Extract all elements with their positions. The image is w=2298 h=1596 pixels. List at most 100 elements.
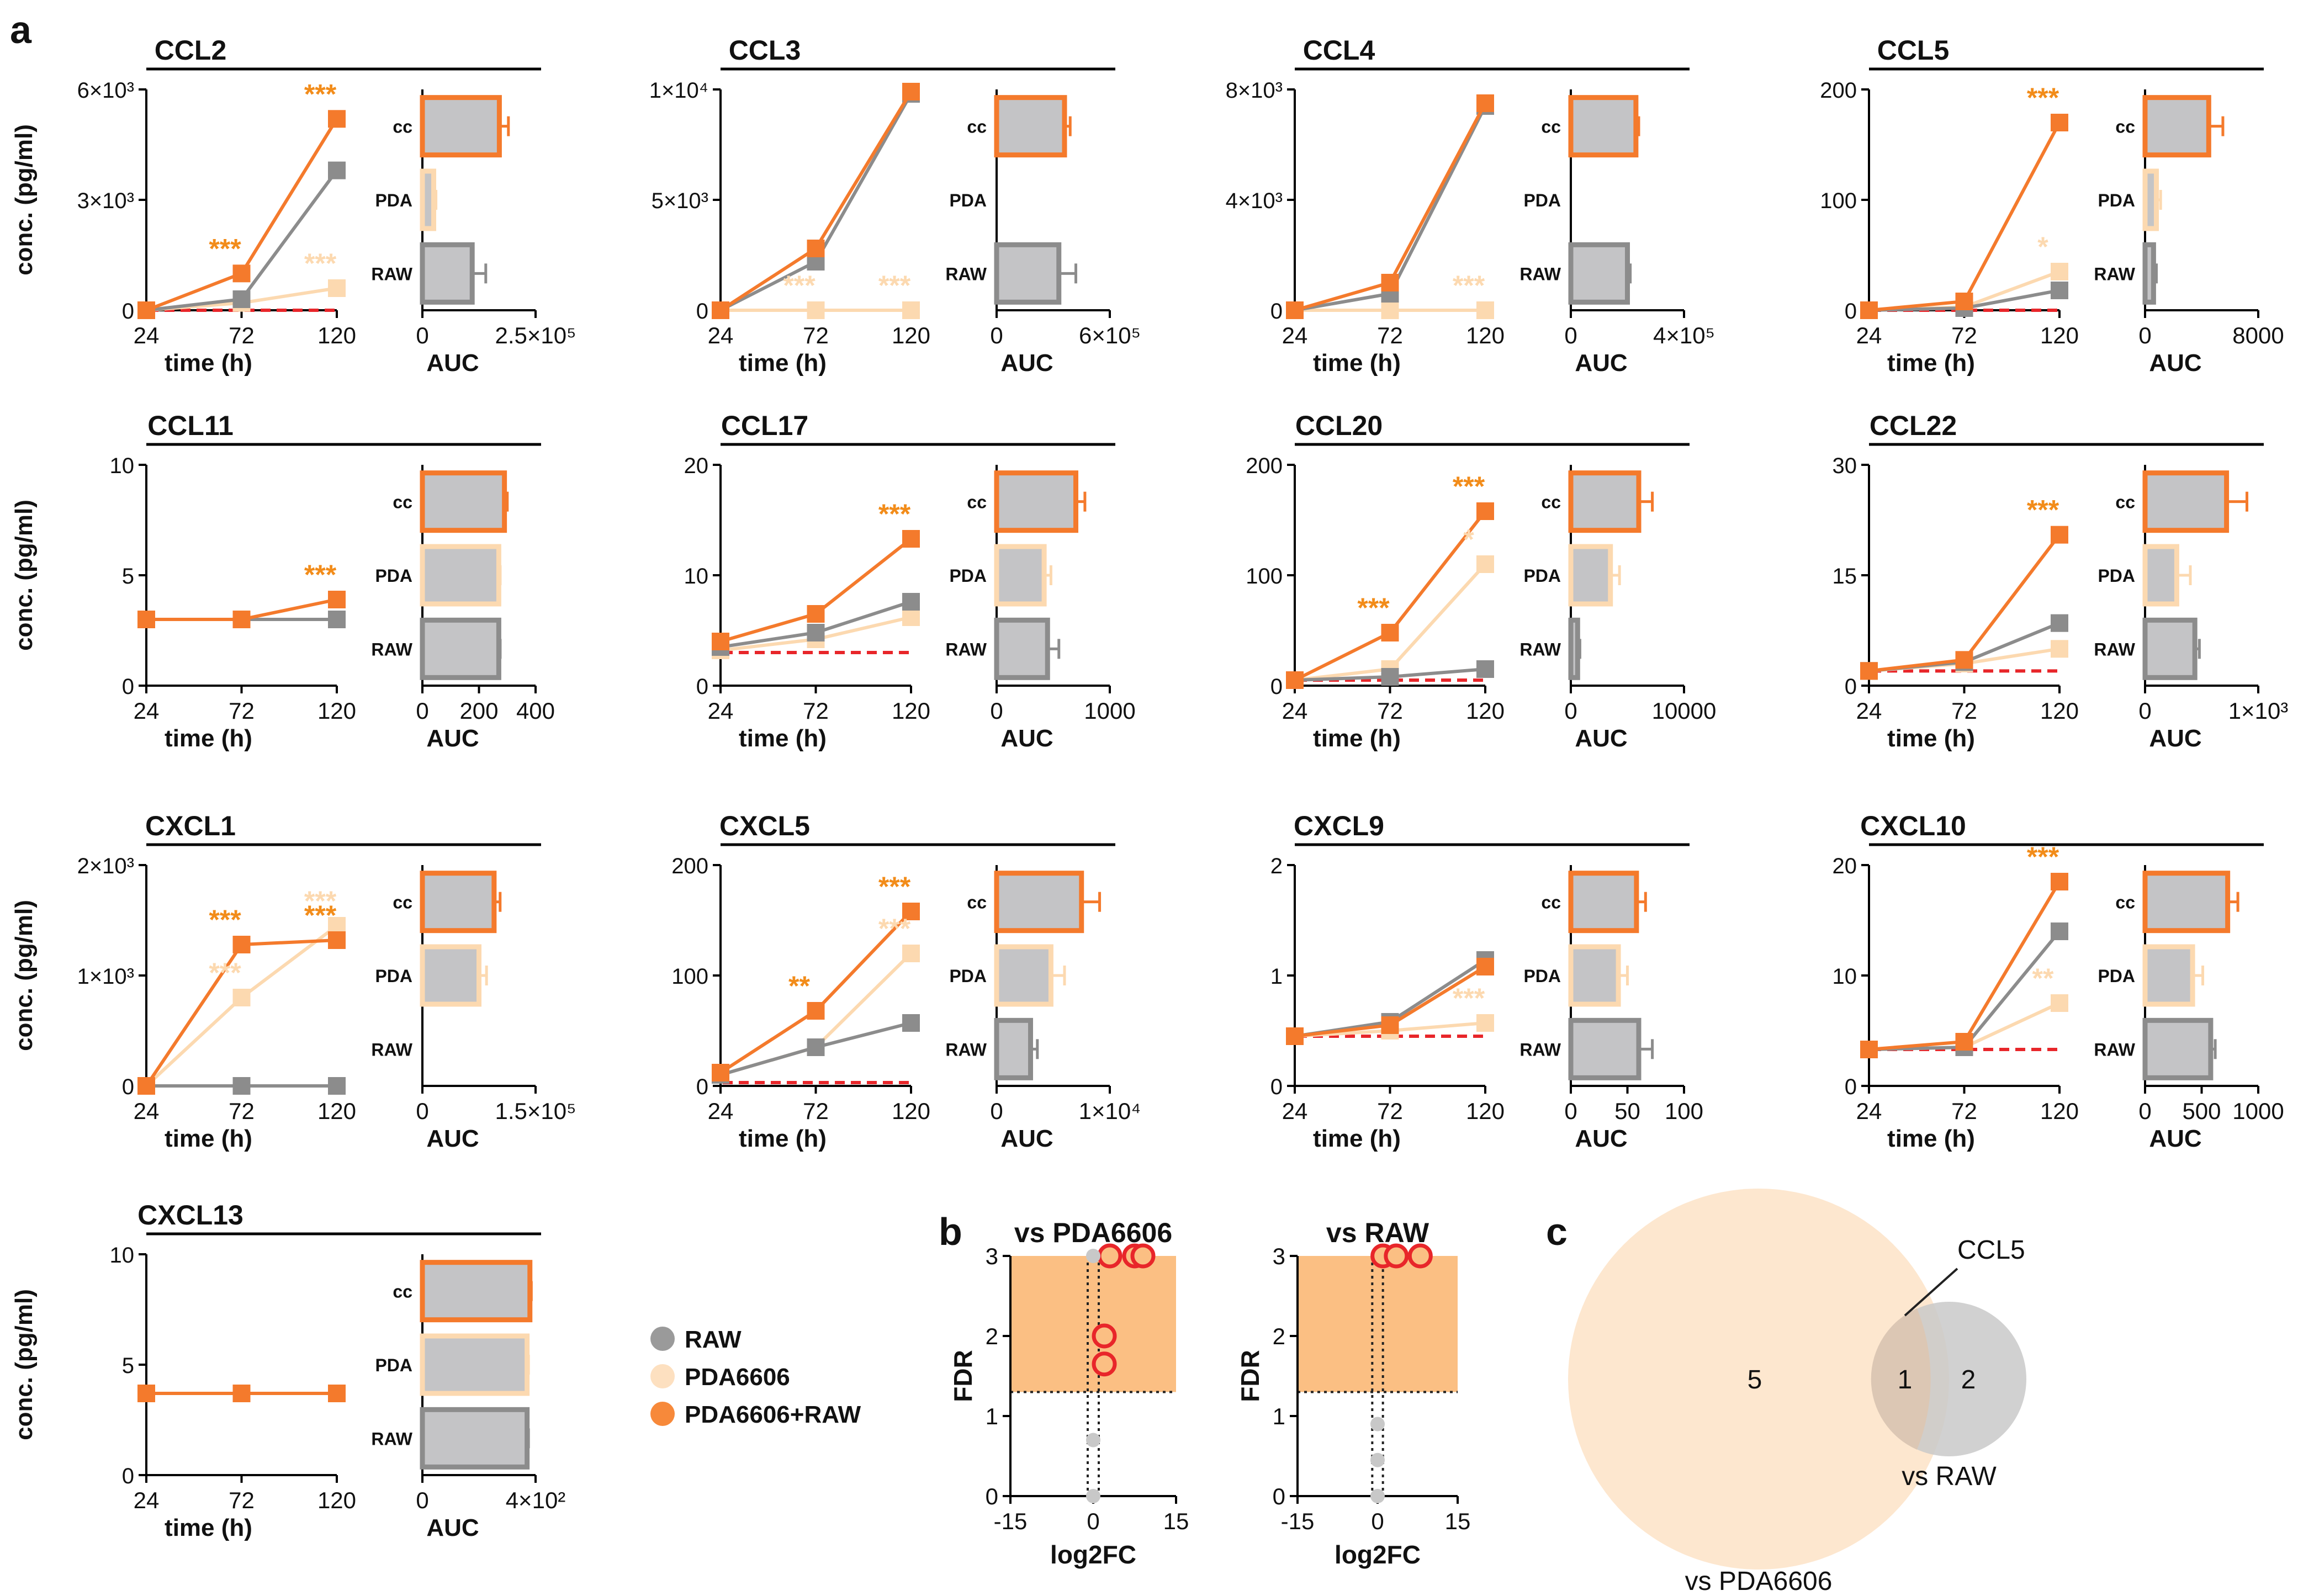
chart-cxcl9-auc-cat-label: cc	[1541, 893, 1561, 913]
chart-cxcl1-point	[328, 1077, 346, 1095]
chart-cxcl10-auc-xtick-label: 1000	[2232, 1098, 2284, 1124]
chart-cxcl1-stars-pda: ***	[209, 957, 241, 988]
chart-ccl11-auc-xtick-label: 400	[516, 698, 555, 724]
chart-ccl5-point	[2051, 263, 2068, 280]
chart-cxcl1-auc-cat-label: cc	[393, 893, 412, 913]
volcano-vs-raw-ytick-label: 2	[1273, 1323, 1285, 1349]
chart-ccl22-auc-xtick-label: 0	[2138, 698, 2151, 724]
chart-ccl22-title: CCL22	[1870, 410, 1957, 441]
chart-ccl4-point	[1476, 301, 1494, 319]
chart-ccl22-ytick-label: 30	[1833, 454, 1857, 478]
volcano-vs-pda6606-ytick-label: 2	[986, 1323, 998, 1349]
chart-cxcl5-ytick-label: 200	[671, 854, 708, 878]
chart-ccl5-point	[2051, 282, 2068, 299]
chart-cxcl13-auc-bar-cc	[420, 1260, 533, 1323]
volcano-vs-raw-title: vs RAW	[1326, 1217, 1429, 1248]
chart-ccl17-auc-bar-cc	[994, 470, 1078, 533]
chart-cxcl10-auc-bar-cc	[2142, 871, 2231, 934]
chart-cxcl5-auc-cat-label: cc	[967, 893, 987, 913]
chart-ccl17-auc-xtick-label: 1000	[1084, 698, 1135, 724]
chart-ccl11-point	[137, 611, 155, 628]
chart-ccl2-auc-xtick-label: 2.5×10⁵	[495, 322, 576, 348]
chart-cxcl9-point	[1476, 1014, 1494, 1032]
chart-ccl22-point	[2051, 640, 2068, 658]
chart-ccl2-auc-xlabel: AUC	[426, 349, 479, 377]
chart-ccl20-ytick-label: 200	[1246, 454, 1283, 478]
chart-ccl5-auc-xlabel: AUC	[2149, 349, 2201, 377]
chart-cxcl10-xlabel: time (h)	[1887, 1125, 1975, 1152]
chart-cxcl5-ytick-label: 0	[696, 1075, 708, 1099]
chart-ccl17-point	[807, 624, 825, 641]
chart-cxcl1-ytick-label: 2×10³	[77, 854, 134, 878]
chart-cxcl1-point	[328, 931, 346, 949]
chart-ccl2-ytick-label: 0	[122, 299, 134, 324]
chart-ccl3-auc-xlabel: AUC	[1000, 349, 1053, 377]
chart-ccl11-auc-cat-label: cc	[393, 492, 412, 512]
chart-ccl11-auc-bar-pda	[420, 544, 501, 607]
venn-circle-vs-pda6606	[1568, 1189, 1949, 1570]
chart-cxcl1-point	[232, 1077, 251, 1095]
chart-ccl17-auc-bar-pda	[994, 544, 1047, 607]
chart-cxcl5-point	[712, 1064, 729, 1081]
chart-ccl4-xlabel: time (h)	[1313, 349, 1401, 377]
chart-ccl17-point	[902, 530, 920, 548]
chart-ccl17-auc-xtick-label: 0	[990, 698, 1003, 724]
chart-cxcl9-auc-bar-raw	[1568, 1017, 1642, 1080]
chart-ccl11-point	[232, 611, 251, 628]
chart-ccl4-ytick-label: 8×10³	[1226, 78, 1283, 103]
chart-ccl3-title: CCL3	[729, 35, 801, 66]
chart-ccl11-point	[328, 611, 346, 628]
chart-ccl11-ytick-label: 10	[110, 454, 135, 478]
chart-ccl22-point	[2051, 614, 2068, 632]
chart-cxcl5-auc-bar-raw	[994, 1017, 1033, 1080]
chart-ccl3-auc-cat-label: cc	[967, 117, 987, 137]
volcano-vs-pda6606-xlabel: log2FC	[1050, 1540, 1136, 1569]
chart-ccl3-auc-bar-raw	[994, 242, 1062, 305]
chart-ccl22-ytick-label: 0	[1845, 675, 1857, 699]
chart-cxcl9-auc-cat-label: RAW	[1519, 1040, 1561, 1059]
chart-ccl5-auc-cat-label: PDA	[2098, 190, 2135, 210]
chart-cxcl1-point	[232, 989, 251, 1006]
chart-cxcl10-point	[1860, 1041, 1878, 1058]
chart-cxcl13-point	[232, 1385, 251, 1402]
volcano-vs-raw-ytick-label: 1	[1273, 1403, 1285, 1429]
chart-ccl22-auc-bar-cc	[2142, 470, 2230, 533]
venn-annotation-leader	[1904, 1268, 1958, 1317]
venn-intersection	[1871, 1308, 1931, 1450]
chart-ccl17-auc-bar-raw	[994, 617, 1050, 680]
chart-cxcl5-auc-cat-label: RAW	[945, 1040, 987, 1059]
chart-ccl2-xlabel: time (h)	[165, 349, 252, 377]
chart-cxcl5-xtick-label: 120	[892, 1098, 930, 1124]
legend-marker-pda6606	[650, 1364, 675, 1388]
volcano-vs-pda6606-xtick-label: 15	[1163, 1508, 1189, 1534]
chart-cxcl10-auc-cat-label: PDA	[2098, 966, 2135, 986]
chart-cxcl5-auc-bar-pda	[994, 944, 1053, 1007]
chart-cxcl10-auc-xlabel: AUC	[2149, 1125, 2201, 1152]
chart-ccl20-xtick-label: 72	[1377, 698, 1403, 724]
chart-cxcl9-xlabel: time (h)	[1313, 1125, 1401, 1152]
chart-cxcl10-ytick-label: 10	[1833, 964, 1857, 989]
chart-ccl22-xtick-label: 24	[1856, 698, 1882, 724]
chart-ccl2-xtick-label: 72	[229, 322, 255, 348]
chart-ccl11-ytick-label: 0	[122, 675, 134, 699]
chart-ccl11-point	[328, 591, 346, 608]
chart-cxcl13-xtick-label: 24	[134, 1487, 160, 1513]
volcano-vs-raw-xlabel: log2FC	[1335, 1540, 1421, 1569]
chart-ccl22-stars-cc: ***	[2027, 495, 2059, 526]
chart-ccl4-auc-xlabel: AUC	[1575, 349, 1627, 377]
chart-cxcl9-ytick-label: 1	[1270, 964, 1283, 989]
chart-ccl11-stars-cc: ***	[304, 559, 337, 590]
chart-cxcl13-auc-cat-label: cc	[393, 1282, 412, 1302]
venn-count-vs-raw: 2	[1961, 1365, 1976, 1394]
chart-cxcl5-point	[902, 1014, 920, 1032]
volcano-vs-pda6606-xtick-label: -15	[994, 1508, 1028, 1534]
chart-cxcl10-auc-cat-label: RAW	[2094, 1040, 2135, 1059]
chart-cxcl1-auc-xtick-label: 1.5×10⁵	[495, 1098, 576, 1124]
chart-ccl11-auc-bar-cc	[420, 470, 507, 533]
chart-cxcl1-ytick-label: 0	[122, 1075, 134, 1099]
volcano-vs-raw-ylabel: FDR	[1236, 1350, 1264, 1402]
chart-cxcl9-xtick-label: 120	[1466, 1098, 1505, 1124]
chart-ccl22-xtick-label: 120	[2040, 698, 2079, 724]
chart-cxcl13-xtick-label: 72	[229, 1487, 255, 1513]
